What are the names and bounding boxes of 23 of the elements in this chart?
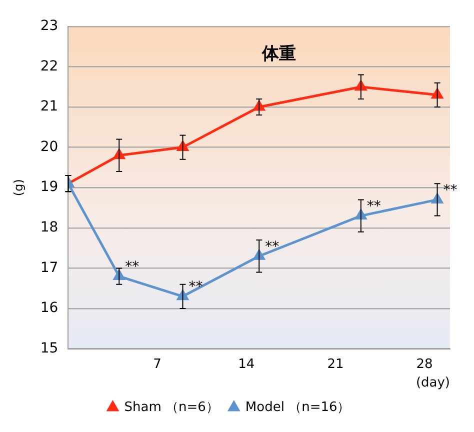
y-axis-title: (g) (11, 179, 26, 196)
y-tick-label: 20 (40, 138, 58, 155)
annotation: ** (188, 279, 203, 296)
x-tick-label: 21 (327, 356, 344, 372)
x-tick-label: 7 (153, 356, 162, 372)
annotation: ** (443, 182, 458, 198)
y-tick-label: 15 (40, 340, 58, 356)
x-axis-title: (day) (416, 376, 450, 391)
x-tick-label: 14 (238, 356, 255, 372)
text: 体重 (261, 44, 296, 64)
annotation: ** (366, 198, 381, 214)
annotation: ** (265, 238, 280, 255)
legend-label: Sham （n=6） (124, 400, 219, 415)
annotation: ** (125, 258, 140, 275)
x-tick-label: 28 (416, 356, 433, 372)
y-tick-label: 16 (40, 300, 58, 316)
y-tick-label: 19 (40, 179, 58, 196)
y-tick-label: 23 (40, 18, 58, 34)
legend-label: Model （n=16） (245, 400, 350, 415)
y-tick-label: 22 (40, 58, 58, 74)
y-tick-label: 21 (40, 98, 58, 115)
y-tick-label: 18 (40, 220, 58, 236)
y-tick-label: 17 (40, 260, 58, 276)
